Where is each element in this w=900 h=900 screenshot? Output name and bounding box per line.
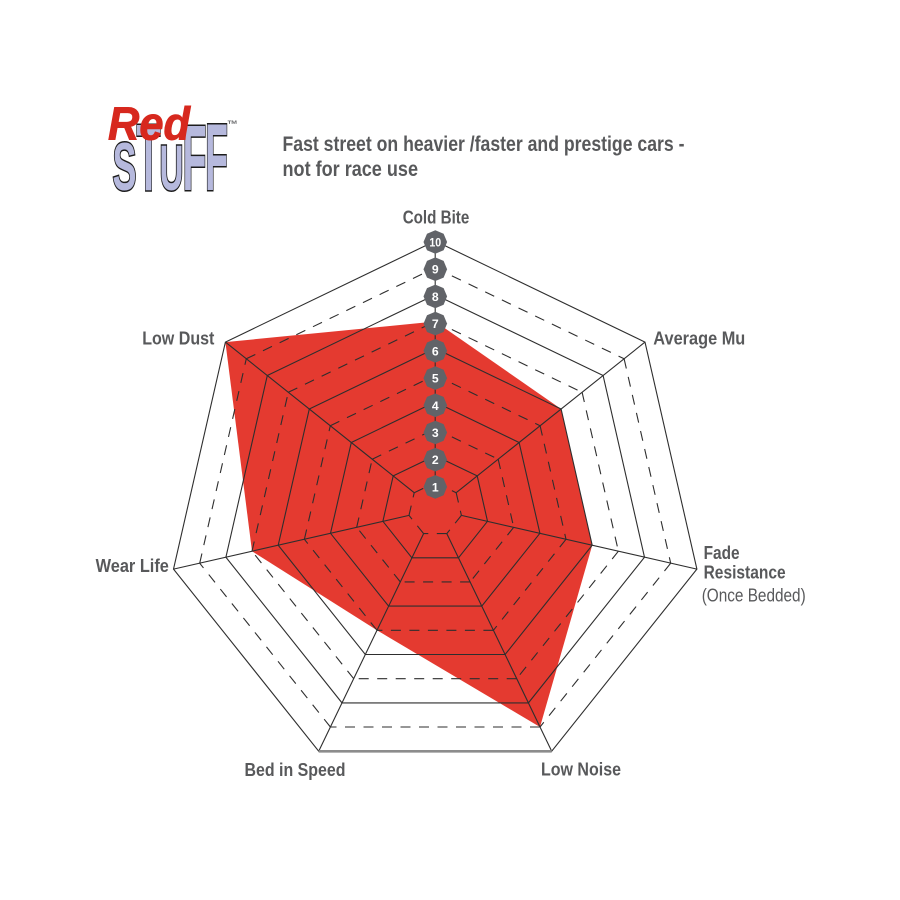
svg-text:3: 3 [432,426,439,440]
svg-text:Average Mu: Average Mu [653,327,745,348]
svg-text:2: 2 [432,453,439,467]
svg-text:8: 8 [432,290,439,304]
svg-text:Fast street on heavier /faster: Fast street on heavier /faster and prest… [283,133,685,156]
svg-text:9: 9 [432,263,439,277]
svg-text:F: F [205,105,228,211]
svg-text:7: 7 [432,317,439,331]
svg-text:6: 6 [432,344,439,358]
svg-text:U: U [160,132,184,204]
svg-text:10: 10 [429,236,441,250]
svg-text:4: 4 [432,399,439,413]
svg-text:Low Noise: Low Noise [541,759,621,780]
svg-text:not for race use: not for race use [283,158,419,181]
svg-text:Red: Red [108,98,191,150]
svg-text:Bed in Speed: Bed in Speed [245,759,346,780]
svg-text:Fade: Fade [704,542,740,563]
svg-text:(Once Bedded): (Once Bedded) [702,585,806,606]
svg-text:5: 5 [432,372,439,386]
svg-text:Low Dust: Low Dust [142,327,214,348]
svg-text:Wear Life: Wear Life [96,555,169,576]
svg-text:S: S [113,129,137,205]
svg-text:F: F [183,106,207,210]
svg-text:Resistance: Resistance [704,562,786,583]
svg-text:™: ™ [227,119,238,131]
svg-text:T: T [137,105,161,211]
svg-text:1: 1 [432,480,439,494]
svg-text:Cold Bite: Cold Bite [403,206,470,227]
